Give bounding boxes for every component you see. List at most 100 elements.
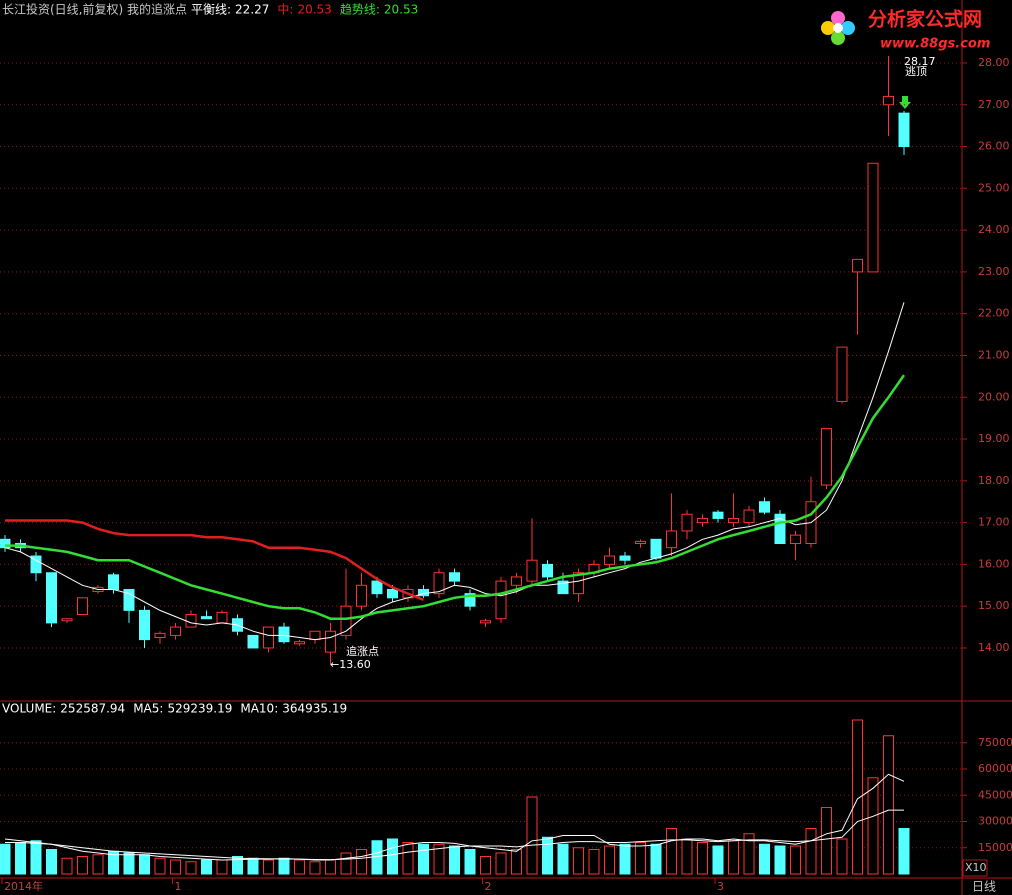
candle-body — [542, 563, 553, 578]
candle-body — [681, 513, 693, 532]
y-tick-label: 24.00 — [978, 223, 1010, 236]
volume-bar — [666, 828, 677, 875]
volume-bar — [15, 842, 26, 875]
candle-body — [743, 509, 755, 524]
volume-bar — [557, 843, 569, 875]
candle-body — [821, 428, 832, 486]
volume-bar — [604, 845, 615, 875]
volume-bar — [495, 852, 507, 875]
y-tick-label: 60000 — [978, 762, 1012, 775]
candle-body — [30, 555, 42, 574]
volume-bar — [247, 857, 259, 875]
logo-center — [833, 23, 843, 33]
legend-text: 252587.94 — [60, 702, 125, 716]
candle-body — [278, 626, 290, 643]
candle-body — [216, 611, 228, 624]
volume-bar — [883, 735, 894, 875]
volume-bar — [309, 861, 321, 875]
volume-bar — [774, 845, 786, 875]
candle-body — [867, 162, 879, 273]
candle-body — [449, 572, 460, 582]
y-tick-label: 26.00 — [978, 140, 1010, 153]
candle-body — [356, 584, 367, 607]
scale-box — [962, 859, 988, 877]
volume-bar — [294, 859, 305, 875]
legend-text: VOLUME: — [2, 702, 56, 716]
period-label: 日线 — [972, 880, 996, 894]
y-tick-label: 14.00 — [978, 641, 1010, 654]
volume-bar — [170, 859, 181, 875]
y-tick-label: 16.00 — [978, 557, 1010, 570]
volume-bar — [154, 857, 166, 875]
y-tick-label: 30000 — [978, 815, 1012, 828]
volume-bar — [790, 845, 801, 875]
volume-bar — [681, 838, 693, 875]
x-tick-label: 2014年 — [4, 879, 43, 893]
y-tick-label: 75000 — [978, 736, 1012, 749]
candle-body — [139, 609, 150, 641]
legend-text: 平衡线: — [191, 3, 231, 17]
volume-bar — [511, 849, 522, 875]
legend-text: MA10: — [240, 702, 278, 716]
volume-bar — [216, 859, 228, 875]
x-tick-label: 3 — [717, 880, 724, 893]
volume-bar — [542, 836, 553, 875]
volume-bar — [232, 856, 243, 875]
volume-bar — [898, 828, 910, 875]
indicator-line — [4, 302, 905, 641]
y-tick-label: 17.00 — [978, 516, 1010, 529]
legend-text: 22.27 — [235, 3, 269, 17]
y-tick-label: 15000 — [978, 841, 1012, 854]
scale-label: X10 — [965, 861, 987, 874]
volume-bar — [340, 852, 352, 875]
volume-bar — [867, 777, 879, 875]
y-tick-label: 15.00 — [978, 599, 1010, 612]
y-tick-label: 22.00 — [978, 307, 1010, 320]
candle-body — [650, 538, 662, 559]
volume-bar — [805, 828, 817, 875]
x-tick-label: 2 — [485, 880, 492, 893]
candle-body — [790, 534, 801, 544]
candle-body — [340, 605, 352, 636]
legend-text: 长江投资(日线,前复权) 我的追涨点 — [2, 2, 187, 17]
candle-body — [325, 630, 336, 653]
volume-bar — [619, 843, 631, 875]
legend-text: 20.53 — [384, 3, 418, 17]
legend-text: 529239.19 — [167, 702, 232, 716]
y-tick-label: 19.00 — [978, 432, 1010, 445]
candle-body — [46, 572, 57, 624]
candle-body — [108, 574, 119, 590]
candle-body — [480, 620, 491, 624]
volume-bar — [449, 845, 460, 875]
logo-petal — [831, 31, 845, 45]
annotation: ←13.60 — [330, 658, 371, 671]
logo-title: 分析家公式网 — [868, 8, 982, 31]
volume-bar — [0, 843, 11, 875]
y-tick-label: 23.00 — [978, 265, 1010, 278]
annotation: 逃顶 — [905, 65, 927, 78]
candle-body — [387, 588, 398, 599]
volume-bar — [836, 838, 848, 875]
legend-text: 364935.19 — [282, 702, 347, 716]
legend-text: MA5: — [133, 702, 163, 716]
logo-petal — [841, 21, 855, 35]
volume-bar — [402, 842, 414, 875]
x-tick-label: 1 — [175, 880, 182, 893]
candle-body — [170, 626, 181, 636]
volume-bar — [418, 843, 429, 875]
y-tick-label: 27.00 — [978, 98, 1010, 111]
candle-body — [573, 572, 584, 595]
volume-bar — [573, 847, 584, 875]
candle-body — [464, 593, 476, 607]
candle-body — [185, 614, 197, 628]
volume-bar — [852, 719, 863, 875]
volume-bar — [387, 838, 398, 875]
volume-bar — [325, 859, 336, 875]
y-tick-label: 21.00 — [978, 348, 1010, 361]
candle-body — [77, 597, 88, 616]
candle-body — [511, 576, 522, 586]
candle-body — [123, 588, 135, 611]
volume-bar — [61, 857, 73, 875]
